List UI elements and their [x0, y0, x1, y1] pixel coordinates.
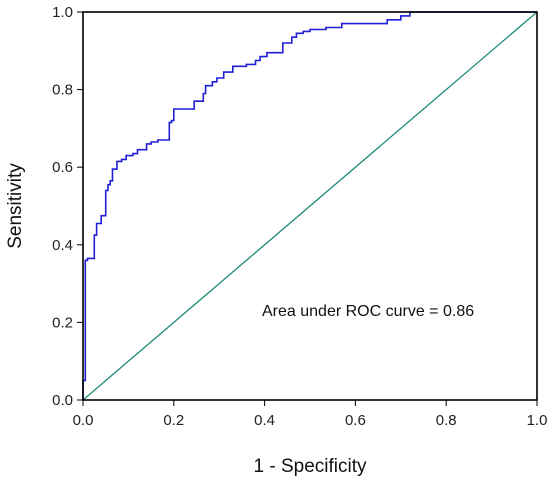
y-tick-label: 0.2 — [52, 314, 73, 331]
x-tick-label: 0.2 — [163, 412, 184, 429]
auc-annotation: Area under ROC curve = 0.86 — [262, 303, 474, 320]
y-tick-label: 0.6 — [52, 159, 73, 176]
x-axis-label: 1 - Specificity — [254, 456, 367, 477]
plot-frame — [82, 11, 538, 401]
x-axis-ticks: 0.0 0.2 0.4 0.6 0.8 1.0 — [73, 400, 548, 429]
x-tick-label: 0.8 — [436, 412, 457, 429]
y-axis-ticks: 0.0 0.2 0.4 0.6 0.8 1.0 — [52, 4, 83, 409]
x-tick-label: 0.0 — [73, 412, 94, 429]
y-tick-label: 0.0 — [52, 392, 73, 409]
x-tick-label: 1.0 — [527, 412, 548, 429]
x-tick-label: 0.4 — [254, 412, 275, 429]
x-tick-label: 0.6 — [345, 412, 366, 429]
reference-diagonal-line — [82, 11, 538, 401]
y-tick-label: 0.4 — [52, 237, 73, 254]
y-tick-label: 1.0 — [52, 4, 73, 21]
y-tick-label: 0.8 — [52, 82, 73, 99]
roc-curve-line — [82, 11, 537, 400]
y-axis-label: Sensitivity — [5, 163, 26, 249]
